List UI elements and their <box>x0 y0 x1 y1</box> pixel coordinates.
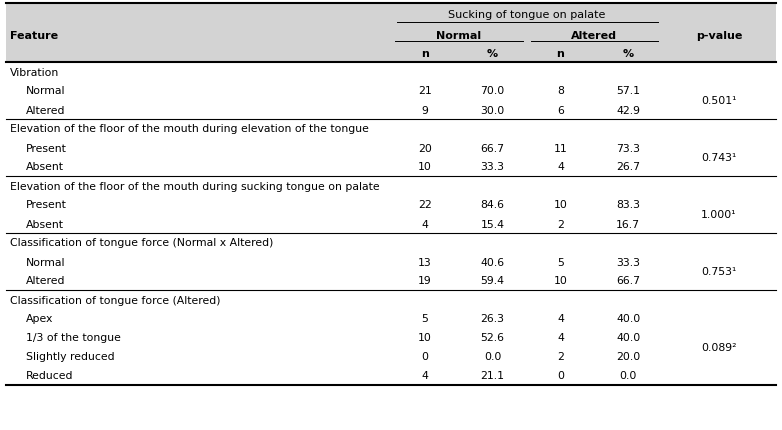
Text: Vibration: Vibration <box>10 68 59 77</box>
Text: 0.743¹: 0.743¹ <box>701 153 737 163</box>
Text: 0: 0 <box>557 371 564 381</box>
Text: 42.9: 42.9 <box>616 105 640 115</box>
Text: 1.000¹: 1.000¹ <box>701 209 737 219</box>
Text: 57.1: 57.1 <box>616 86 640 96</box>
Text: Sucking of tongue on palate: Sucking of tongue on palate <box>448 10 605 20</box>
Text: Reduced: Reduced <box>26 371 74 381</box>
Text: 4: 4 <box>421 371 429 381</box>
Text: 9: 9 <box>421 105 429 115</box>
Text: 19: 19 <box>418 276 432 286</box>
Text: n: n <box>421 49 429 59</box>
Text: Normal: Normal <box>26 257 66 267</box>
Text: 5: 5 <box>421 314 429 324</box>
Text: 5: 5 <box>557 257 564 267</box>
Text: 2: 2 <box>557 352 564 362</box>
Text: 21.1: 21.1 <box>481 371 504 381</box>
Text: 1/3 of the tongue: 1/3 of the tongue <box>26 333 121 343</box>
Text: 84.6: 84.6 <box>481 200 504 210</box>
Text: 4: 4 <box>421 219 429 229</box>
Text: 22: 22 <box>418 200 432 210</box>
Text: 10: 10 <box>554 200 567 210</box>
Text: Classification of tongue force (Altered): Classification of tongue force (Altered) <box>10 295 221 305</box>
Text: 11: 11 <box>554 143 567 153</box>
Text: Apex: Apex <box>26 314 53 324</box>
Text: 0: 0 <box>421 352 429 362</box>
Text: 59.4: 59.4 <box>481 276 504 286</box>
Text: %: % <box>622 49 633 59</box>
Text: Normal: Normal <box>436 31 482 40</box>
Text: Elevation of the floor of the mouth during elevation of the tongue: Elevation of the floor of the mouth duri… <box>10 124 369 134</box>
Text: 10: 10 <box>418 333 432 343</box>
Text: 20: 20 <box>418 143 432 153</box>
Text: 40.0: 40.0 <box>616 333 640 343</box>
Text: 40.0: 40.0 <box>616 314 640 324</box>
Text: 8: 8 <box>557 86 564 96</box>
Text: Absent: Absent <box>26 219 64 229</box>
Text: Absent: Absent <box>26 162 64 172</box>
Text: 16.7: 16.7 <box>616 219 640 229</box>
Text: 52.6: 52.6 <box>481 333 504 343</box>
Text: Altered: Altered <box>572 31 617 40</box>
Text: 33.3: 33.3 <box>481 162 504 172</box>
Text: 10: 10 <box>554 276 567 286</box>
Text: 66.7: 66.7 <box>616 276 640 286</box>
Text: 10: 10 <box>418 162 432 172</box>
Text: 4: 4 <box>557 162 564 172</box>
Text: 20.0: 20.0 <box>616 352 640 362</box>
Text: Altered: Altered <box>26 105 66 115</box>
Text: Feature: Feature <box>10 31 58 40</box>
Text: 0.0: 0.0 <box>619 371 637 381</box>
Text: 30.0: 30.0 <box>480 105 504 115</box>
Text: 73.3: 73.3 <box>616 143 640 153</box>
Text: 2: 2 <box>557 219 564 229</box>
Text: Present: Present <box>26 143 67 153</box>
Text: Classification of tongue force (Normal x Altered): Classification of tongue force (Normal x… <box>10 238 274 248</box>
Text: p-value: p-value <box>696 31 742 40</box>
Text: 70.0: 70.0 <box>480 86 504 96</box>
Text: n: n <box>557 49 565 59</box>
Text: Altered: Altered <box>26 276 66 286</box>
Text: 13: 13 <box>418 257 432 267</box>
Text: 0.753¹: 0.753¹ <box>701 266 737 276</box>
Text: Slightly reduced: Slightly reduced <box>26 352 115 362</box>
Text: 40.6: 40.6 <box>481 257 504 267</box>
Text: 66.7: 66.7 <box>481 143 504 153</box>
Text: 4: 4 <box>557 314 564 324</box>
Text: 15.4: 15.4 <box>481 219 504 229</box>
Text: 83.3: 83.3 <box>616 200 640 210</box>
Text: 26.3: 26.3 <box>481 314 504 324</box>
Bar <box>6 4 776 63</box>
Text: 21: 21 <box>418 86 432 96</box>
Text: 4: 4 <box>557 333 564 343</box>
Text: Present: Present <box>26 200 67 210</box>
Text: 33.3: 33.3 <box>616 257 640 267</box>
Text: 0.0: 0.0 <box>484 352 501 362</box>
Text: %: % <box>487 49 498 59</box>
Text: Elevation of the floor of the mouth during sucking tongue on palate: Elevation of the floor of the mouth duri… <box>10 181 379 191</box>
Text: 26.7: 26.7 <box>616 162 640 172</box>
Text: Normal: Normal <box>26 86 66 96</box>
Text: 6: 6 <box>557 105 564 115</box>
Text: 0.089²: 0.089² <box>701 342 737 352</box>
Text: 0.501¹: 0.501¹ <box>701 96 737 106</box>
